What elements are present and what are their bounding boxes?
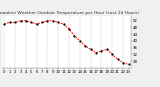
Title: Milwaukee Weather Outdoor Temperature per Hour (Last 24 Hours): Milwaukee Weather Outdoor Temperature pe…: [0, 11, 139, 15]
